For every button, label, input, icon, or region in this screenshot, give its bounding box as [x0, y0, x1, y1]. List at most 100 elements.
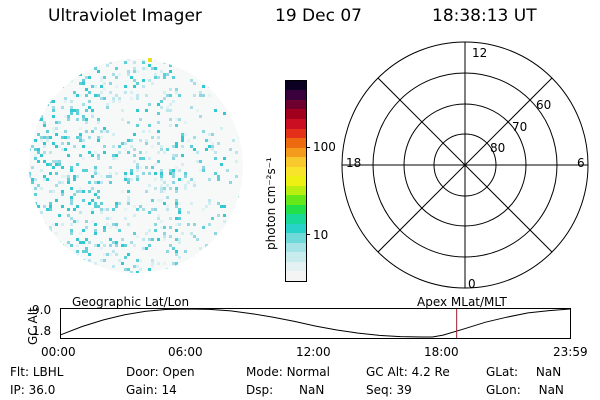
uv-pixel	[91, 199, 94, 202]
uv-pixel	[46, 103, 49, 106]
uv-pixel	[160, 226, 163, 229]
uv-pixel	[187, 223, 190, 226]
uv-pixel	[70, 229, 73, 232]
lat-label-80: 80	[490, 141, 506, 155]
uv-pixel	[49, 226, 52, 229]
uv-pixel	[181, 136, 184, 139]
uv-pixel	[169, 124, 172, 127]
uv-pixel	[238, 223, 241, 226]
uv-pixel	[223, 112, 226, 115]
uv-pixel	[211, 217, 214, 220]
uv-pixel	[184, 175, 187, 178]
uv-pixel	[178, 202, 181, 205]
uv-pixel	[166, 109, 169, 112]
uv-pixel	[37, 133, 40, 136]
uv-pixel	[34, 157, 37, 160]
uv-pixel	[52, 130, 55, 133]
uv-pixel	[166, 148, 169, 151]
uv-pixel	[67, 181, 70, 184]
uv-pixel	[229, 181, 232, 184]
uv-pixel	[193, 61, 196, 64]
uv-pixel	[205, 139, 208, 142]
uv-pixel	[124, 178, 127, 181]
uv-pixel	[226, 256, 229, 259]
uv-pixel	[178, 59, 181, 61]
mode-value: Normal	[286, 365, 330, 379]
uv-pixel	[100, 85, 103, 88]
uv-pixel	[52, 265, 55, 268]
uv-pixel	[175, 202, 178, 205]
uv-pixel	[175, 187, 178, 190]
uv-pixel	[34, 73, 37, 76]
uv-pixel	[181, 178, 184, 181]
uv-pixel	[163, 97, 166, 100]
uv-pixel	[229, 148, 232, 151]
mlt-label-left: 18	[346, 156, 362, 170]
uv-pixel	[223, 271, 226, 273]
uv-pixel	[40, 253, 43, 256]
uv-pixel	[76, 244, 79, 247]
uv-pixel	[175, 118, 178, 121]
uv-pixel	[205, 67, 208, 70]
uv-pixel	[148, 238, 151, 241]
uv-pixel	[220, 94, 223, 97]
uv-pixel	[103, 226, 106, 229]
uv-pixel	[29, 70, 31, 73]
uv-pixel	[73, 109, 76, 112]
uv-pixel	[85, 109, 88, 112]
color-bar-band	[286, 185, 306, 196]
uv-pixel	[70, 259, 73, 262]
uv-pixel	[178, 238, 181, 241]
uv-pixel	[91, 187, 94, 190]
uv-pixel	[214, 250, 217, 253]
uv-pixel	[112, 157, 115, 160]
uv-pixel	[148, 130, 151, 133]
uv-pixel	[52, 115, 55, 118]
uv-pixel	[40, 73, 43, 76]
polar-grid	[341, 41, 589, 289]
color-bar-band	[286, 138, 306, 148]
uv-pixel	[175, 238, 178, 241]
uv-pixel	[82, 139, 85, 142]
uv-pixel	[67, 250, 70, 253]
uv-pixel	[61, 106, 64, 109]
uv-pixel	[196, 151, 199, 154]
uv-pixel	[133, 214, 136, 217]
uv-pixel	[163, 61, 166, 64]
uv-pixel	[133, 205, 136, 208]
timeline-frame	[60, 308, 571, 339]
uv-pixel	[163, 232, 166, 235]
uv-pixel	[46, 130, 49, 133]
uv-pixel	[109, 175, 112, 178]
uv-pixel	[178, 256, 181, 259]
uv-pixel	[100, 136, 103, 139]
uv-pixel	[61, 85, 64, 88]
uv-pixel	[70, 223, 73, 226]
uv-pixel	[37, 118, 40, 121]
uv-pixel	[208, 223, 211, 226]
uv-pixel	[202, 253, 205, 256]
uv-pixel	[85, 64, 88, 67]
uv-pixel	[52, 127, 55, 130]
uv-pixel	[43, 175, 46, 178]
uv-pixel	[190, 202, 193, 205]
uv-pixel	[46, 79, 49, 82]
uv-pixel	[178, 118, 181, 121]
uv-pixel	[238, 214, 241, 217]
uv-pixel	[217, 67, 220, 70]
uv-pixel	[136, 178, 139, 181]
uv-pixel	[214, 172, 217, 175]
uv-pixel	[82, 145, 85, 148]
uv-pixel	[124, 208, 127, 211]
uv-pixel	[187, 181, 190, 184]
uv-pixel	[91, 115, 94, 118]
uv-pixel	[112, 73, 115, 76]
uv-pixel	[106, 106, 109, 109]
uv-pixel	[175, 61, 178, 64]
uv-pixel	[109, 253, 112, 256]
uv-pixel	[160, 184, 163, 187]
uv-pixel	[109, 91, 112, 94]
uv-pixel	[151, 199, 154, 202]
seq-value: 39	[396, 383, 412, 397]
uv-pixel	[82, 157, 85, 160]
